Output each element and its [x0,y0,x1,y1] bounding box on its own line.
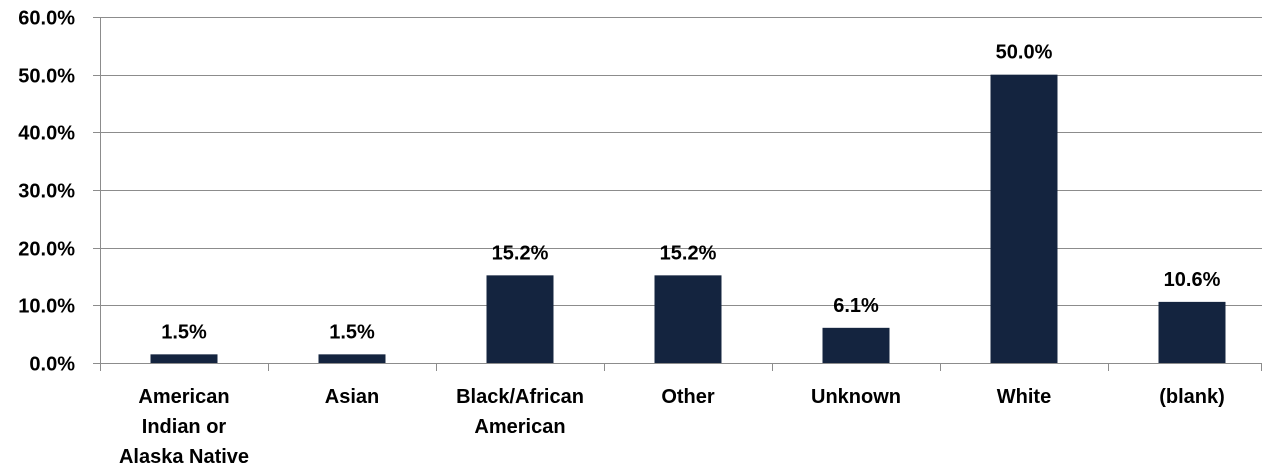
bar [654,275,722,363]
bar [990,74,1058,364]
category-label-line: Unknown [811,386,901,408]
category-label: Other [661,386,715,408]
bar-value-label: 10.6% [1164,269,1221,291]
bar [150,354,218,363]
y-axis-tick-labels: 0.0% 10.0% 20.0% 30.0% 40.0% 50.0% 60.0% [18,8,75,376]
y-tick-label: 0.0% [29,354,75,376]
category-label-line: American [138,386,229,408]
category-label-line: Alaska Native [119,446,249,468]
axes [93,17,1262,371]
category-label-line: American [474,416,565,438]
category-label: White [997,386,1051,408]
bars [150,74,1226,364]
category-label-line: White [997,386,1051,408]
bar [1158,301,1226,363]
bar-value-label: 15.2% [660,242,717,264]
category-label: Black/African American [456,386,584,438]
category-label-line: Other [661,386,715,408]
category-label-line: (blank) [1159,386,1225,408]
category-label: Unknown [811,386,901,408]
bar-value-label: 6.1% [833,295,879,317]
y-tick-label: 10.0% [18,296,75,318]
data-labels: 1.5% 1.5% 15.2% 15.2% 6.1% 50.0% 10.6% [161,42,1220,344]
bar [486,275,554,363]
category-label-line: Indian or [142,416,227,438]
bar-value-label: 50.0% [996,42,1053,64]
category-label: (blank) [1159,386,1225,408]
x-axis-category-labels: American Indian or Alaska Native Asian Black… [119,386,1225,468]
bar-value-label: 1.5% [161,321,207,343]
y-tick-label: 30.0% [18,181,75,203]
category-label: Asian [325,386,379,408]
y-tick-label: 20.0% [18,239,75,261]
y-tick-label: 50.0% [18,66,75,88]
bar [318,354,386,363]
y-tick-label: 40.0% [18,123,75,145]
bar [822,327,890,363]
category-label-line: Asian [325,386,379,408]
category-label-line: Black/African [456,386,584,408]
bar-value-label: 15.2% [492,242,549,264]
category-label: American Indian or Alaska Native [119,386,249,468]
y-tick-label: 60.0% [18,8,75,30]
gridlines [100,17,1262,306]
bar-value-label: 1.5% [329,321,375,343]
